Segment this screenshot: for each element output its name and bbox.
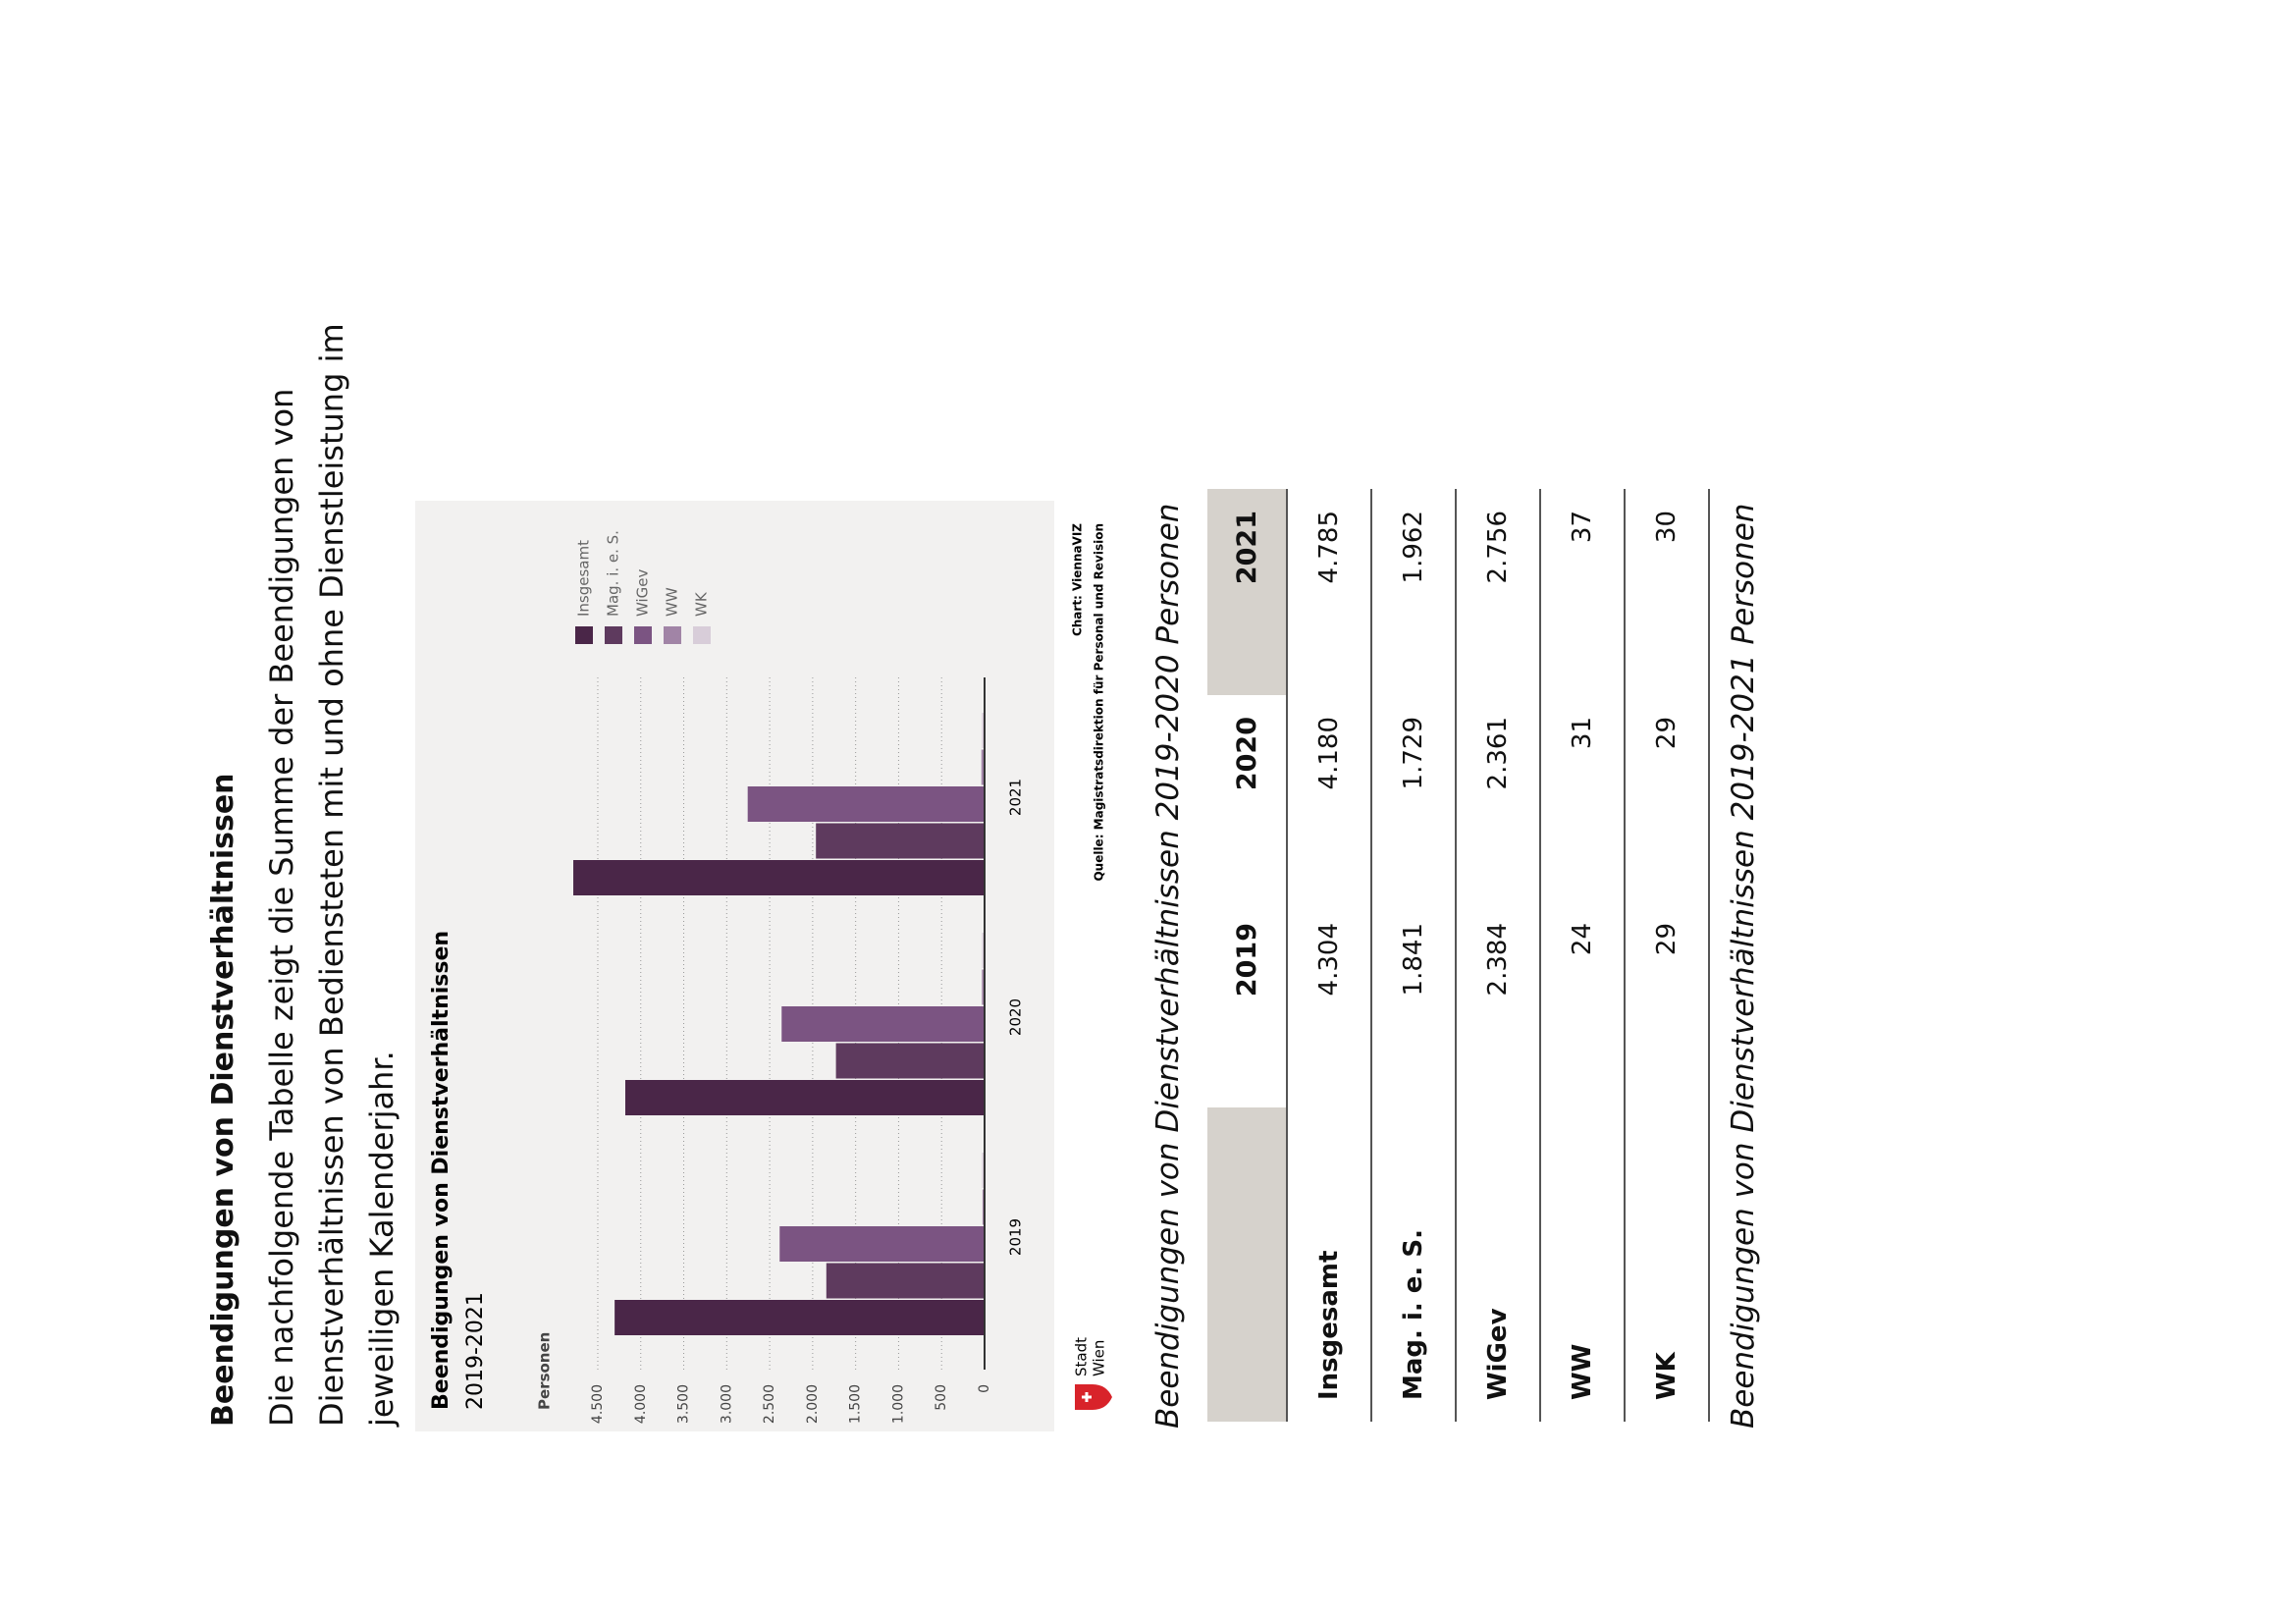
legend-label: Insgesamt: [575, 540, 593, 617]
bar: [747, 786, 985, 822]
table-cell: WiGev: [1456, 1107, 1540, 1422]
legend-swatch: [575, 626, 593, 644]
table-cell: 2.384: [1456, 901, 1540, 1107]
legend-label: WK: [693, 591, 711, 617]
table-cell: WW: [1540, 1107, 1625, 1422]
chart-credit: Chart: ViennaVIZ: [1071, 523, 1085, 636]
bar: [614, 1300, 985, 1335]
legend-swatch: [664, 626, 681, 644]
header-cell: 2019: [1207, 901, 1287, 1107]
table-cell: 24: [1540, 901, 1625, 1107]
chart-background: [415, 501, 1054, 1431]
y-tick-label: 1.500: [848, 1384, 864, 1424]
header-cell: [1207, 1107, 1287, 1422]
table-cell: 30: [1625, 489, 1709, 695]
y-axis-label: Personen: [536, 1332, 554, 1410]
paragraph: Die nachfolgende Tabelle zeigt die Summe…: [263, 323, 400, 1427]
table-cell: 4.180: [1287, 695, 1371, 901]
table-cell: 2.361: [1456, 695, 1540, 901]
table-cell: 1.841: [1371, 901, 1456, 1107]
table-header: 2019 2020 2021: [1207, 489, 1287, 1422]
table-row: Mag. i. e. S. 1.841 1.729 1.962: [1371, 489, 1456, 1422]
table-cell: 37: [1540, 489, 1625, 695]
legend-swatch: [605, 626, 622, 644]
table-cell: Mag. i. e. S.: [1371, 1107, 1456, 1422]
heading: Beendigungen von Dienstverhältnissen: [206, 773, 240, 1427]
table-row: WK 29 29 30: [1625, 489, 1709, 1422]
legend-swatch: [634, 626, 652, 644]
table-row: Insgesamt 4.304 4.180 4.785: [1287, 489, 1371, 1422]
caption: Beendigungen von Dienstverhältnissen 201…: [1726, 503, 1761, 1429]
bar: [826, 1263, 985, 1299]
table-row: WiGev 2.384 2.361 2.756: [1456, 489, 1540, 1422]
table-cell: 4.304: [1287, 901, 1371, 1107]
y-tick-label: 4.500: [590, 1384, 606, 1424]
y-tick-label: 4.000: [633, 1384, 649, 1424]
chart-source: Quelle: Magistratsdirektion für Personal…: [1093, 523, 1106, 882]
header-cell: 2020: [1207, 695, 1287, 901]
bar: [835, 1043, 985, 1079]
chart-subtitle: 2019-2021: [463, 1292, 488, 1410]
logo-text: Stadt: [1073, 1337, 1091, 1376]
bar: [781, 1006, 985, 1042]
y-tick-label: 2.000: [805, 1384, 821, 1424]
y-tick-label: 1.000: [890, 1384, 906, 1424]
table-cell: 29: [1625, 901, 1709, 1107]
table-cell: WK: [1625, 1107, 1709, 1422]
data-table: 2019 2020 2021 Insgesamt 4.304 4.180 4.785 M…: [1207, 489, 1710, 1422]
legend-label: Mag. i. e. S.: [605, 530, 622, 617]
table-cell: 29: [1625, 695, 1709, 901]
legend-label: WW: [664, 587, 681, 617]
logo-cross: [1082, 1392, 1092, 1402]
table-cell: 2.756: [1456, 489, 1540, 695]
header-cell: 2021: [1207, 489, 1287, 695]
bar: [816, 823, 985, 859]
table-cell: Insgesamt: [1287, 1107, 1371, 1422]
table-row: WW 24 31 37: [1540, 489, 1625, 1422]
y-tick-label: 2.500: [762, 1384, 777, 1424]
chart-title: Beendigungen von Dienstverhältnissen: [429, 931, 454, 1410]
y-tick-label: 3.000: [719, 1384, 734, 1424]
x-tick-label: 2019: [1007, 1218, 1025, 1256]
table-cell: 4.785: [1287, 489, 1371, 695]
x-tick-label: 2021: [1007, 779, 1025, 816]
logo-shield: [1075, 1384, 1112, 1410]
bar: [573, 860, 986, 895]
y-tick-label: 500: [934, 1384, 949, 1411]
chart: Beendigungen von Dienstverhältnissen 201…: [415, 501, 1112, 1431]
table-cell: 1.729: [1371, 695, 1456, 901]
y-tick-label: 0: [977, 1384, 992, 1393]
logo-text: Wien: [1091, 1340, 1108, 1376]
y-tick-label: 3.500: [676, 1384, 692, 1424]
table-cell: 31: [1540, 695, 1625, 901]
bar: [624, 1080, 985, 1115]
caption: Beendigungen von Dienstverhältnissen 201…: [1150, 503, 1186, 1429]
table-cell: 1.962: [1371, 489, 1456, 695]
legend-label: WiGev: [634, 568, 652, 617]
bar: [779, 1226, 985, 1262]
x-tick-label: 2020: [1007, 998, 1025, 1036]
legend-swatch: [693, 626, 711, 644]
